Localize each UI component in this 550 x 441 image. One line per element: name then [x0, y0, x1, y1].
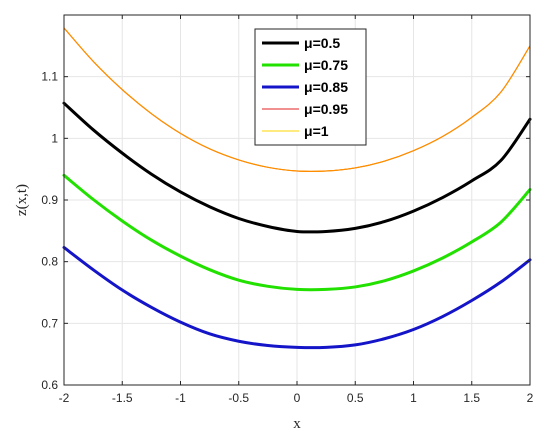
- y-axis-label: z(x,t): [14, 184, 30, 216]
- y-tick-label: 0.9: [41, 193, 58, 207]
- legend: μ=0.5 μ=0.75 μ=0.85 μ=0.95 μ=1: [254, 28, 367, 146]
- legend-label: μ=1: [304, 123, 329, 139]
- x-tick-label: 1: [410, 391, 417, 405]
- x-tick-label: 2: [527, 391, 534, 405]
- x-tick-label: -0.5: [228, 391, 249, 405]
- series-line-overlap: [63, 27, 531, 173]
- x-tick-label: 0.5: [347, 391, 364, 405]
- x-tick-label: 1.5: [463, 391, 480, 405]
- legend-label: μ=0.75: [304, 57, 348, 73]
- series-line-0-85: [62, 245, 532, 350]
- y-tick-label: 0.6: [41, 378, 58, 392]
- series-line-0-75: [62, 173, 532, 292]
- legend-label: μ=0.85: [304, 79, 348, 95]
- ticks: -2 -1.5 -1 -0.5 0 0.5 1 1.5 2 0.6 0.7 0.8 0.9 1 1.1: [41, 15, 534, 405]
- x-tick-label: 0: [294, 391, 301, 405]
- y-tick-label: 0.8: [41, 255, 58, 269]
- x-tick-label: -1.5: [112, 391, 133, 405]
- series-layer: [62, 27, 532, 350]
- x-tick-label: -2: [59, 391, 70, 405]
- series-line-0-5: [62, 101, 532, 234]
- x-axis-label: x: [293, 416, 301, 432]
- legend-label: μ=0.5: [304, 35, 340, 51]
- y-tick-label: 1: [51, 131, 58, 145]
- y-tick-label: 1.1: [41, 70, 58, 84]
- x-tick-label: -1: [175, 391, 186, 405]
- legend-label: μ=0.95: [304, 101, 348, 117]
- y-tick-label: 0.7: [41, 316, 58, 330]
